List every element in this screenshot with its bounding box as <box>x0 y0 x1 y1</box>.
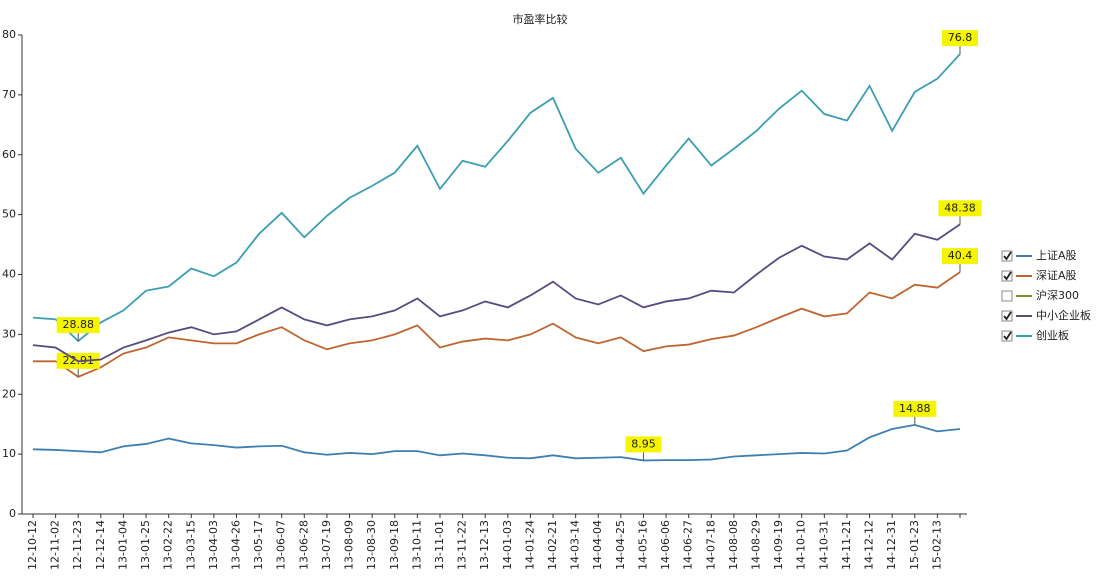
series-line <box>32 223 961 363</box>
x-tick-label: 13-11-22 <box>456 520 469 570</box>
y-tick-label: 10 <box>2 447 16 460</box>
x-tick-label: 14-04-25 <box>614 520 627 570</box>
x-tick-label: 13-07-19 <box>320 520 333 570</box>
x-tick-label: 13-08-30 <box>365 520 378 570</box>
x-tick-label: 15-02-13 <box>930 520 943 570</box>
annotation: 8.95 <box>631 437 656 450</box>
x-tick-label: 14-01-24 <box>523 520 536 570</box>
x-tick-label: 13-04-03 <box>207 520 220 570</box>
legend-check <box>1003 251 1012 261</box>
annotation-box <box>625 436 662 453</box>
x-tick-label: 14-04-04 <box>591 520 604 570</box>
x-tick-label: 13-03-15 <box>184 520 197 570</box>
x-tick-label: 14-05-16 <box>636 520 649 570</box>
legend-checkbox[interactable] <box>1001 250 1013 262</box>
x-tick-label: 13-06-07 <box>275 520 288 570</box>
legend-label: 创业板 <box>1036 328 1069 342</box>
chart-title: 市盈率比较 <box>513 12 568 26</box>
x-tick-label: 12-11-02 <box>49 520 62 570</box>
y-tick-label: 60 <box>2 148 16 161</box>
x-tick-label: 13-08-09 <box>343 520 356 570</box>
x-tick-label: 14-12-31 <box>885 520 898 570</box>
annotation-box <box>942 30 978 47</box>
y-tick-label: 40 <box>2 268 16 281</box>
annotation: 40.4 <box>948 249 973 262</box>
x-tick-label: 14-11-21 <box>840 520 853 570</box>
x-tick-label: 13-01-04 <box>116 520 129 570</box>
x-tick-label: 13-06-28 <box>297 520 310 570</box>
x-tick-label: 14-12-12 <box>863 520 876 570</box>
legend-check <box>1003 331 1012 341</box>
annotation: 14.88 <box>899 402 931 415</box>
x-tick-label: 14-02-21 <box>546 520 559 570</box>
x-tick-label: 14-09-19 <box>772 520 785 570</box>
annotation: 76.8 <box>948 31 973 44</box>
annotation: 48.38 <box>944 201 976 214</box>
series-line <box>32 423 961 462</box>
legend-checkbox[interactable] <box>1001 330 1013 342</box>
x-tick-label: 14-01-03 <box>501 520 514 570</box>
x-tick-label: 13-02-22 <box>162 520 175 570</box>
x-tick-label: 13-11-01 <box>433 520 446 570</box>
legend-label: 深证A股 <box>1036 269 1077 282</box>
legend-checkbox[interactable] <box>1001 270 1013 282</box>
x-tick-label: 12-10-12 <box>26 520 39 570</box>
annotation: 28.88 <box>62 318 94 331</box>
x-tick-label: 13-12-13 <box>478 520 491 570</box>
legend-checkbox[interactable] <box>1001 290 1013 302</box>
x-tick-label: 15-01-23 <box>908 520 921 570</box>
x-tick-label: 14-07-18 <box>704 520 717 570</box>
legend-label: 中小企业板 <box>1036 308 1091 322</box>
y-tick-label: 20 <box>2 387 16 400</box>
x-tick-label: 12-12-14 <box>94 520 107 570</box>
legend-checkbox[interactable] <box>1001 310 1013 322</box>
annotation-box <box>942 248 978 265</box>
x-tick-label: 13-04-26 <box>229 520 242 570</box>
y-tick-label: 80 <box>2 28 16 41</box>
annotation-box <box>938 200 982 217</box>
x-tick-label: 14-06-06 <box>659 520 672 570</box>
legend-check <box>1003 311 1012 321</box>
y-tick-label: 50 <box>2 208 16 221</box>
y-tick-label: 70 <box>2 88 16 101</box>
y-tick-label: 0 <box>9 507 16 520</box>
x-tick-label: 12-11-23 <box>71 520 84 570</box>
annotation-box <box>56 317 100 334</box>
x-tick-label: 14-03-14 <box>569 520 582 570</box>
x-tick-label: 13-05-17 <box>252 520 265 570</box>
x-tick-label: 13-10-11 <box>410 520 423 570</box>
annotation-box <box>893 400 937 417</box>
series-line <box>33 271 961 378</box>
x-tick-label: 14-08-29 <box>750 520 763 570</box>
x-tick-label: 13-01-25 <box>139 520 152 570</box>
x-tick-label: 14-06-27 <box>682 520 695 570</box>
legend-check <box>1003 271 1012 281</box>
legend-label: 上证A股 <box>1036 249 1077 262</box>
legend-label: 沪深300 <box>1036 288 1079 302</box>
x-tick-label: 14-08-08 <box>727 520 740 570</box>
x-tick-label: 14-10-10 <box>795 520 808 570</box>
series-line <box>32 53 961 343</box>
x-tick-label: 13-09-18 <box>388 520 401 570</box>
y-tick-label: 30 <box>2 327 16 340</box>
x-tick-label: 14-10-31 <box>817 520 830 570</box>
